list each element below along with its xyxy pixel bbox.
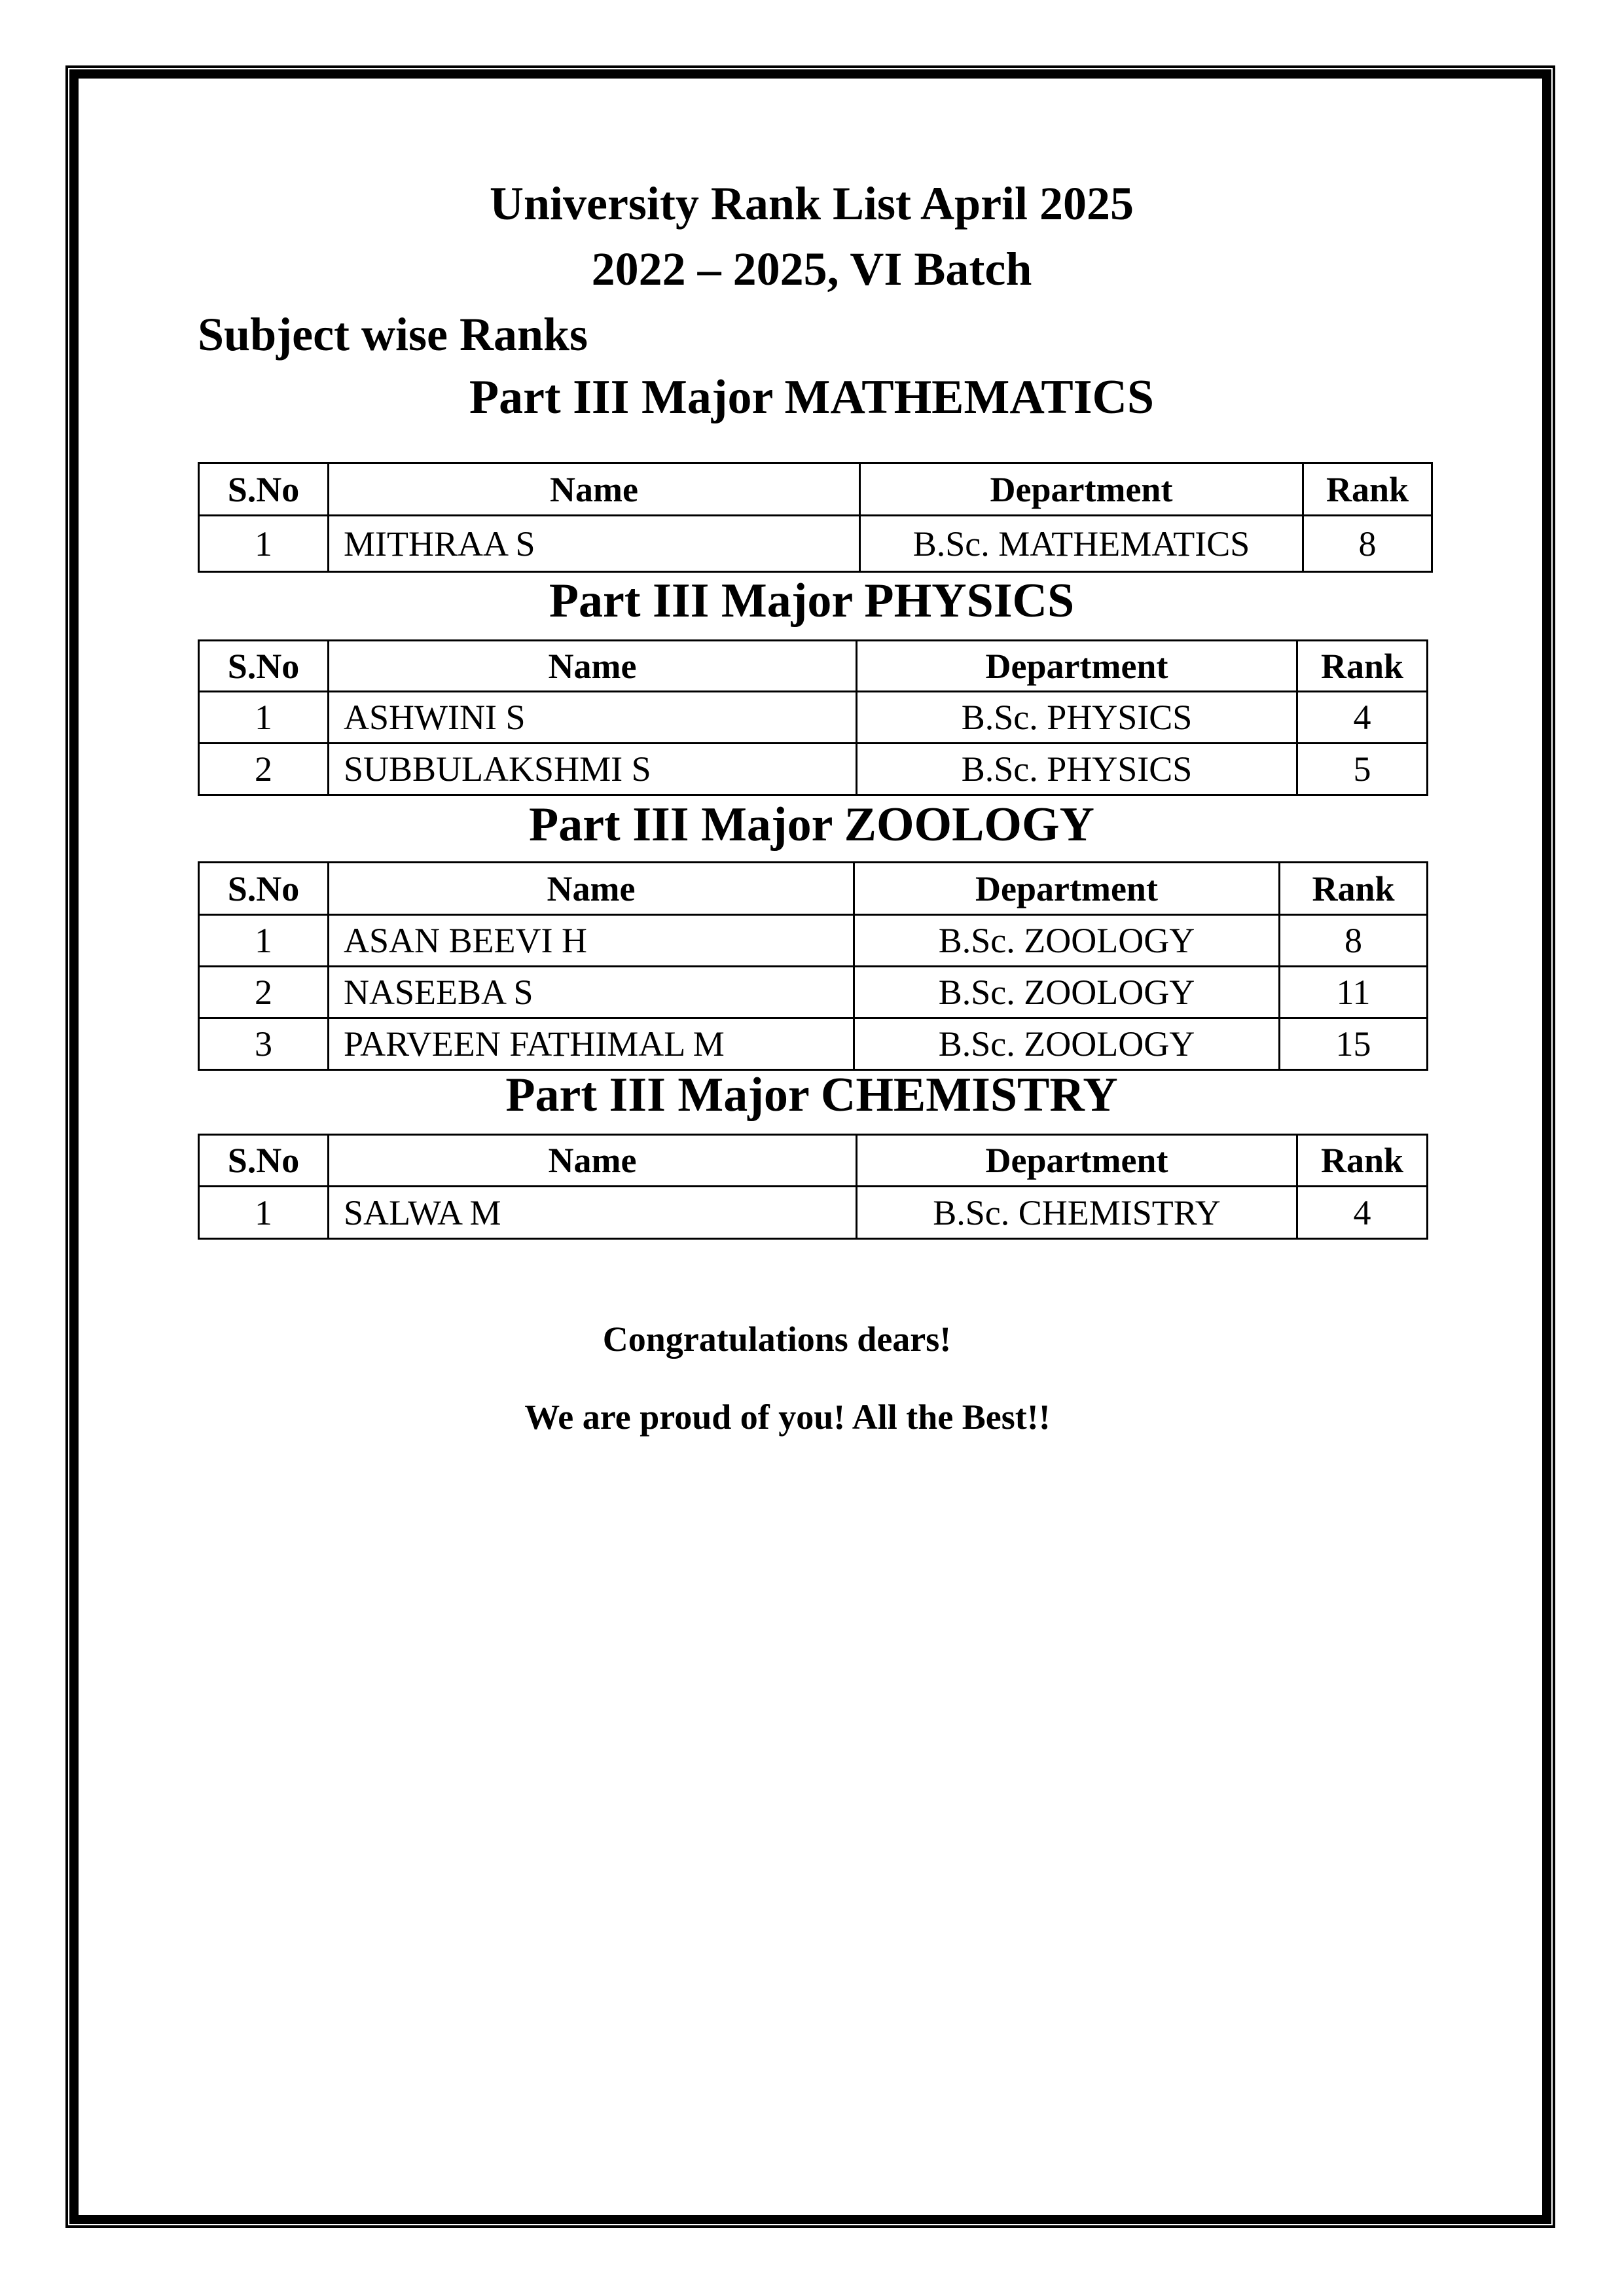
section-heading: Part III Major MATHEMATICS <box>469 370 1155 424</box>
cell-department: B.Sc. ZOOLOGY <box>853 965 1280 1019</box>
table-header-row: S.No Name Department Rank <box>198 462 1433 516</box>
column-header-department: Department <box>856 1134 1298 1187</box>
cell-sno: 2 <box>198 965 329 1019</box>
cell-department: B.Sc. PHYSICS <box>856 742 1298 796</box>
column-header-rank: Rank <box>1296 1134 1428 1187</box>
section-heading: Part III Major PHYSICS <box>549 574 1075 628</box>
table-header-row: S.No Name Department Rank <box>198 861 1428 916</box>
cell-name: NASEEBA S <box>327 965 855 1019</box>
table-row: 1 MITHRAA S B.Sc. MATHEMATICS 8 <box>198 514 1433 573</box>
column-header-name: Name <box>327 1134 857 1187</box>
cell-department: B.Sc. PHYSICS <box>856 691 1298 744</box>
cell-name: SALWA M <box>327 1185 857 1240</box>
column-header-sno: S.No <box>198 1134 329 1187</box>
column-header-rank: Rank <box>1296 639 1428 692</box>
column-header-sno: S.No <box>198 861 329 916</box>
column-header-name: Name <box>327 462 861 516</box>
cell-department: B.Sc. CHEMISTRY <box>856 1185 1298 1240</box>
cell-sno: 2 <box>198 742 329 796</box>
section-heading: Part III Major CHEMISTRY <box>505 1068 1118 1122</box>
column-header-name: Name <box>327 861 855 916</box>
rank-table: S.No Name Department Rank 1 SALWA M B.Sc. CHEM… <box>198 1134 1428 1240</box>
table-row: 2 SUBBULAKSHMI S B.Sc. PHYSICS 5 <box>198 742 1428 796</box>
cell-rank: 8 <box>1302 514 1433 573</box>
batch-title: 2022 – 2025, VI Batch <box>591 243 1032 295</box>
column-header-rank: Rank <box>1302 462 1433 516</box>
column-header-sno: S.No <box>198 462 329 516</box>
cell-rank: 4 <box>1296 1185 1428 1240</box>
cell-sno: 1 <box>198 514 329 573</box>
cell-sno: 1 <box>198 914 329 967</box>
table-row: 2 NASEEBA S B.Sc. ZOOLOGY 11 <box>198 965 1428 1019</box>
column-header-department: Department <box>856 639 1298 692</box>
cell-department: B.Sc. MATHEMATICS <box>859 514 1304 573</box>
cell-name: ASHWINI S <box>327 691 857 744</box>
table-row: 1 SALWA M B.Sc. CHEMISTRY 4 <box>198 1185 1428 1240</box>
cell-department: B.Sc. ZOOLOGY <box>853 914 1280 967</box>
column-header-rank: Rank <box>1278 861 1428 916</box>
cell-sno: 1 <box>198 691 329 744</box>
cell-rank: 4 <box>1296 691 1428 744</box>
page-border-outer <box>65 65 1555 2228</box>
page-border-inner <box>69 69 1551 2224</box>
cell-name: ASAN BEEVI H <box>327 914 855 967</box>
table-row: 1 ASHWINI S B.Sc. PHYSICS 4 <box>198 691 1428 744</box>
column-header-department: Department <box>853 861 1280 916</box>
cell-rank: 11 <box>1278 965 1428 1019</box>
rank-table: S.No Name Department Rank 1 MITHRAA S B.Sc. MA… <box>198 462 1433 573</box>
column-header-department: Department <box>859 462 1304 516</box>
cell-rank: 5 <box>1296 742 1428 796</box>
document-title: University Rank List April 2025 <box>489 177 1134 230</box>
cell-name: MITHRAA S <box>327 514 861 573</box>
section-heading: Part III Major ZOOLOGY <box>529 798 1094 852</box>
proud-text: We are proud of you! All the Best!! <box>524 1397 1051 1437</box>
rank-table: S.No Name Department Rank 1 ASAN BEEVI H B.Sc.… <box>198 861 1428 1071</box>
cell-sno: 3 <box>198 1017 329 1071</box>
rank-table: S.No Name Department Rank 1 ASHWINI S B.Sc. PH… <box>198 639 1428 796</box>
table-header-row: S.No Name Department Rank <box>198 639 1428 692</box>
cell-department: B.Sc. ZOOLOGY <box>853 1017 1280 1071</box>
cell-sno: 1 <box>198 1185 329 1240</box>
cell-name: SUBBULAKSHMI S <box>327 742 857 796</box>
cell-name: PARVEEN FATHIMAL M <box>327 1017 855 1071</box>
column-header-sno: S.No <box>198 639 329 692</box>
subtitle: Subject wise Ranks <box>198 308 588 361</box>
congratulations-text: Congratulations dears! <box>602 1319 952 1359</box>
table-row: 1 ASAN BEEVI H B.Sc. ZOOLOGY 8 <box>198 914 1428 967</box>
column-header-name: Name <box>327 639 857 692</box>
table-header-row: S.No Name Department Rank <box>198 1134 1428 1187</box>
cell-rank: 15 <box>1278 1017 1428 1071</box>
table-row: 3 PARVEEN FATHIMAL M B.Sc. ZOOLOGY 15 <box>198 1017 1428 1071</box>
cell-rank: 8 <box>1278 914 1428 967</box>
